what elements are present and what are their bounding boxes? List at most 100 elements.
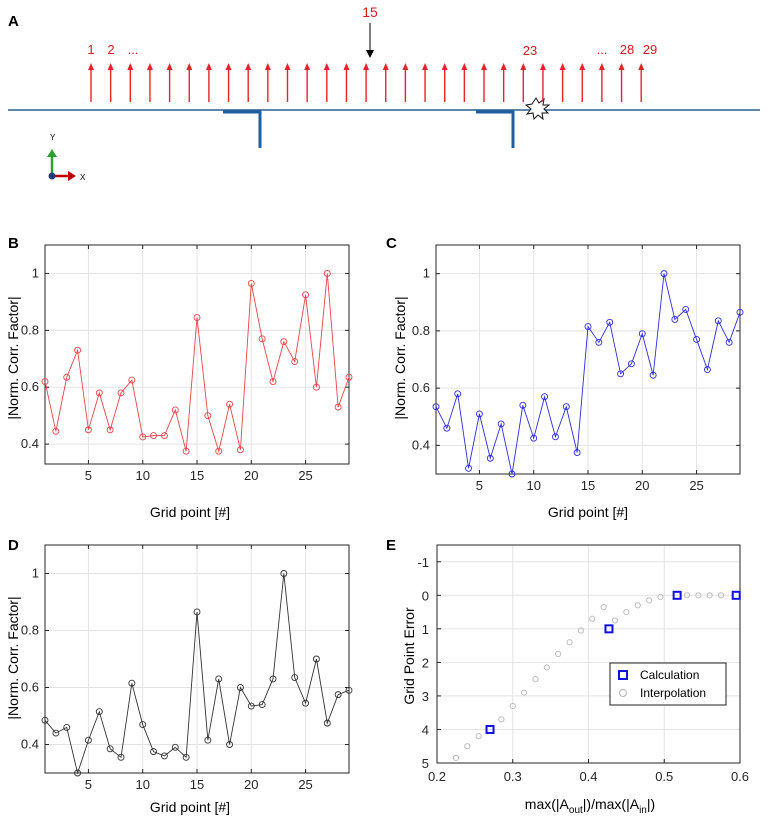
interpolation-point bbox=[475, 733, 482, 740]
y-tick-label: 1 bbox=[422, 622, 429, 637]
force-arrow-head-18 bbox=[422, 63, 429, 70]
y-tick-label: 0.4 bbox=[21, 737, 39, 752]
y-tick-label: 4 bbox=[422, 722, 429, 737]
force-arrow-head-11 bbox=[284, 63, 291, 70]
legend-interpolation-marker bbox=[618, 688, 628, 698]
data-point-4 bbox=[74, 346, 82, 354]
interpolation-point bbox=[509, 702, 516, 710]
y-tick-label: 0.6 bbox=[21, 379, 39, 394]
interpolation-point bbox=[695, 592, 702, 599]
interpolation-point bbox=[521, 689, 528, 696]
panel-e-chart: E 0.2 0.3 0.4 0.5 0.6 -1 0 1 2 3 4 5 max(|Aout|)/ma… bbox=[386, 537, 749, 816]
force-arrow-head-8 bbox=[225, 63, 232, 70]
data-point-16 bbox=[204, 736, 212, 744]
data-point-14 bbox=[573, 449, 581, 456]
y-tick-label: 1 bbox=[32, 566, 39, 581]
interpolation-point bbox=[634, 602, 641, 609]
series-line bbox=[435, 273, 741, 475]
force-arrow-head-22 bbox=[500, 63, 507, 70]
panel-d-xlabel: Grid point [#] bbox=[150, 799, 230, 815]
data-point-15 bbox=[193, 608, 201, 616]
x-tick-label: 20 bbox=[244, 777, 258, 792]
arrow-label-2: 2 bbox=[107, 42, 114, 57]
data-point-13 bbox=[562, 403, 570, 411]
data-point-3 bbox=[63, 723, 71, 731]
panel-c-label: C bbox=[386, 235, 397, 252]
data-point-7 bbox=[497, 420, 505, 428]
data-point-25 bbox=[302, 291, 310, 299]
data-point-1 bbox=[41, 716, 49, 724]
data-point-24 bbox=[291, 674, 299, 681]
force-arrow-head-13 bbox=[323, 63, 330, 70]
data-point-6 bbox=[95, 389, 103, 397]
data-point-23 bbox=[671, 315, 679, 323]
data-point-5 bbox=[475, 410, 483, 418]
data-point-20 bbox=[247, 279, 255, 287]
x-tick-label: 0.4 bbox=[579, 769, 597, 784]
panel-b-ylabel: |Norm. Corr. Factor| bbox=[5, 296, 21, 419]
data-point-16 bbox=[595, 338, 603, 346]
data-point-17 bbox=[215, 675, 223, 683]
legend: Calculation Interpolation bbox=[609, 662, 727, 706]
force-arrow-head-6 bbox=[186, 63, 193, 70]
interpolation-point bbox=[543, 664, 550, 671]
data-point-11 bbox=[150, 748, 158, 756]
panel-d-label: D bbox=[8, 537, 19, 554]
data-point-14 bbox=[182, 447, 190, 455]
data-point-3 bbox=[63, 373, 71, 381]
arrow-label-15: 15 bbox=[362, 4, 378, 20]
force-arrows bbox=[88, 63, 645, 102]
force-arrow-head-26 bbox=[579, 63, 586, 70]
data-point-26 bbox=[703, 366, 711, 373]
y-tick-label: 3 bbox=[422, 689, 429, 704]
x-tick-label: 10 bbox=[526, 478, 540, 493]
force-arrow-head-25 bbox=[559, 63, 566, 70]
data-point-23 bbox=[280, 570, 288, 577]
x-tick-label: 0.6 bbox=[731, 769, 749, 784]
x-tick-label: 15 bbox=[190, 468, 204, 483]
x-tick-label: 10 bbox=[135, 777, 149, 792]
data-point-1 bbox=[432, 403, 440, 411]
data-point-29 bbox=[345, 686, 353, 694]
force-arrow-head-9 bbox=[245, 63, 252, 70]
force-arrow-head-2 bbox=[107, 63, 114, 70]
y-tick-label: 5 bbox=[422, 756, 429, 771]
panel-a-label: A bbox=[8, 13, 19, 30]
coordinate-axes: Y X bbox=[47, 133, 86, 182]
data-point-28 bbox=[334, 403, 342, 411]
force-arrow-head-29 bbox=[638, 63, 645, 70]
data-point-26 bbox=[312, 655, 320, 663]
x-tick-label: 20 bbox=[244, 468, 258, 483]
force-arrow-head-12 bbox=[304, 63, 311, 70]
y-tick-label: 0.8 bbox=[21, 322, 39, 337]
data-point-12 bbox=[551, 433, 559, 441]
data-point-16 bbox=[204, 412, 212, 420]
data-point-9 bbox=[519, 401, 527, 409]
data-point-23 bbox=[280, 338, 288, 346]
data-point-22 bbox=[660, 270, 668, 278]
interpolation-point bbox=[623, 608, 630, 616]
bracket-left bbox=[223, 110, 262, 148]
calculation-point bbox=[485, 724, 495, 734]
data-point-28 bbox=[725, 338, 733, 346]
bracket-right bbox=[476, 110, 515, 148]
arrow-label-ellipsis-left: ... bbox=[128, 42, 139, 57]
data-point-5 bbox=[84, 736, 92, 744]
force-arrow-head-28 bbox=[618, 63, 625, 70]
x-tick-label: 25 bbox=[298, 468, 312, 483]
panel-b-chart: B 5 10 15 20 25 0.4 0.6 0.8 1 Grid point [#] |No… bbox=[5, 235, 353, 520]
force-arrow-head-3 bbox=[127, 63, 134, 70]
data-point-4 bbox=[465, 464, 473, 472]
panel-b-xlabel: Grid point [#] bbox=[150, 504, 230, 520]
data-point-25 bbox=[693, 336, 701, 343]
arrow-label-29: 29 bbox=[643, 42, 657, 57]
force-arrow-head-19 bbox=[441, 63, 448, 70]
damage-marker bbox=[524, 97, 551, 121]
data-point-19 bbox=[627, 360, 635, 368]
interpolation-point bbox=[589, 615, 596, 622]
data-point-20 bbox=[247, 702, 255, 710]
data-point-5 bbox=[84, 426, 92, 434]
data-point-19 bbox=[236, 446, 244, 454]
panel-e-label: E bbox=[386, 537, 396, 554]
